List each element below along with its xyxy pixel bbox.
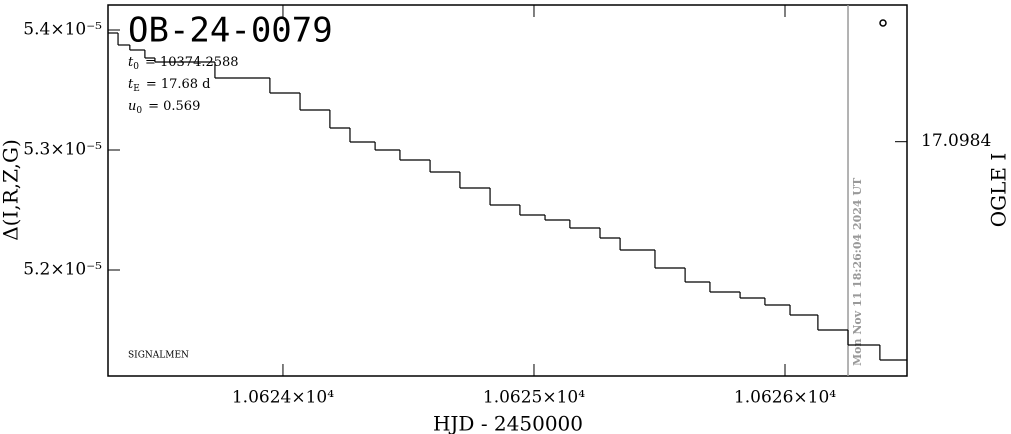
- x-tick-label: 1.0625×10⁴: [483, 388, 585, 408]
- x-tick-label: 1.0626×10⁴: [734, 388, 836, 408]
- annotation: tE = 17.68 d: [128, 77, 211, 94]
- plot-frame: [107, 4, 908, 377]
- chart-title: OB-24-0079: [128, 11, 333, 51]
- annotation-var: u: [128, 99, 136, 114]
- annotation-var: t: [128, 77, 134, 92]
- x-tick-label: 1.0624×10⁴: [232, 388, 334, 408]
- annotation-sub: E: [133, 84, 140, 94]
- annotation-text: = 0.569: [148, 99, 200, 114]
- annotation-sub: 0: [133, 62, 139, 72]
- y-tick-label: 5.2×10⁻⁵: [23, 260, 102, 280]
- y-tick-label: 5.3×10⁻⁵: [23, 139, 102, 159]
- annotation-text: = 17.68 d: [146, 77, 211, 92]
- annotation-var: t: [128, 55, 134, 70]
- legend-marker: [879, 19, 887, 27]
- annotation-sub: 0: [136, 106, 142, 116]
- y-axis-label: Δ(I,R,Z,G): [0, 139, 23, 241]
- credit: SIGNALMEN: [128, 351, 189, 361]
- annotation: u0 = 0.569: [128, 99, 200, 116]
- now-label: Mon Nov 11 18:26:04 2024 UT: [851, 177, 864, 366]
- y2-axis-label: OGLE I: [987, 153, 1011, 228]
- y-tick-label: 5.4×10⁻⁵: [23, 19, 102, 39]
- y2-tick-label: 17.0984: [921, 131, 991, 151]
- x-axis-label: HJD - 2450000: [433, 412, 583, 434]
